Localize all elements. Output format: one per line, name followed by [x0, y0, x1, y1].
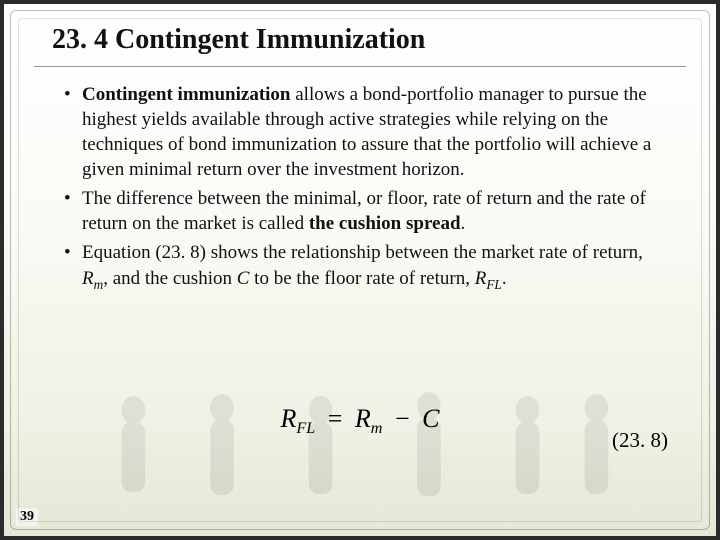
bullet-2-post: .: [461, 213, 466, 234]
bullet-3-post2: to be the floor rate of return,: [249, 268, 474, 289]
bullet-3-c: C: [237, 268, 250, 289]
bullet-3-rm-sym: R: [82, 268, 94, 289]
slide-body: Contingent immunization allows a bond-po…: [64, 82, 668, 297]
bullet-3-rm-sub: m: [94, 276, 104, 291]
equation: RFL = Rm − C: [4, 404, 716, 438]
title-underline: [34, 66, 686, 67]
eq-rm-sym: R: [355, 404, 371, 433]
background-silhouettes: [94, 380, 626, 530]
eq-lhs-sub: FL: [296, 420, 315, 437]
equation-number: (23. 8): [612, 428, 668, 453]
bullet-1: Contingent immunization allows a bond-po…: [64, 82, 668, 182]
bullet-2: The difference between the minimal, or f…: [64, 186, 668, 236]
page-number: 39: [16, 508, 38, 526]
slide: 23. 4 Contingent Immunization Contingent…: [0, 0, 720, 540]
bullet-3-mid: , and the cushion: [103, 268, 237, 289]
bullet-3-tail: .: [502, 268, 507, 289]
eq-lhs-sym: R: [281, 404, 297, 433]
slide-title: 23. 4 Contingent Immunization: [52, 24, 668, 56]
eq-rm-sub: m: [371, 420, 383, 437]
eq-minus: −: [389, 404, 416, 433]
bullet-3-pre: Equation (23. 8) shows the relationship …: [82, 242, 643, 263]
bullet-3-rfl-sym: R: [475, 268, 487, 289]
bullet-2-bold: the cushion spread: [309, 213, 461, 234]
bullet-3: Equation (23. 8) shows the relationship …: [64, 240, 668, 292]
bullet-3-rfl-sub: FL: [486, 276, 502, 291]
eq-c: C: [422, 404, 439, 433]
bullet-1-bold: Contingent immunization: [82, 84, 291, 105]
eq-equals: =: [322, 404, 349, 433]
